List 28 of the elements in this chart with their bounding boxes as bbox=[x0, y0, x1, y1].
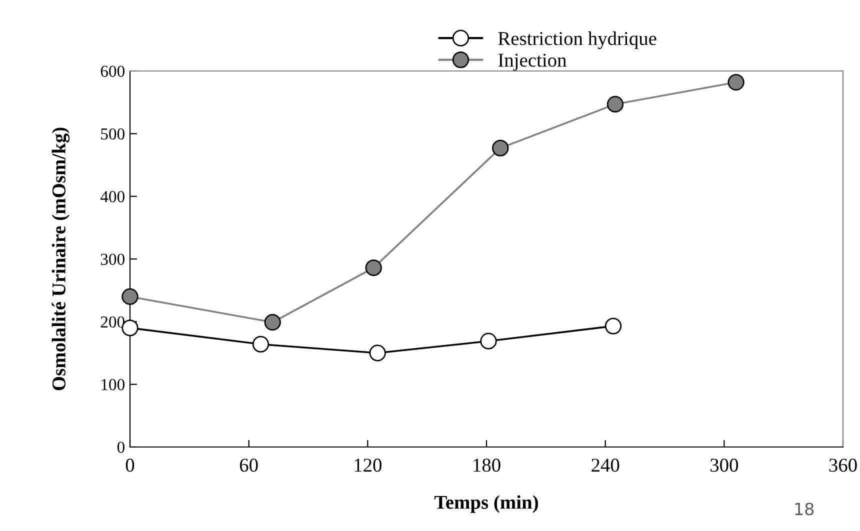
x-tick-label: 240 bbox=[592, 458, 620, 472]
x-tick-label: 300 bbox=[710, 458, 738, 472]
x-tick-label: 180 bbox=[474, 458, 500, 472]
point bbox=[604, 318, 622, 334]
point bbox=[365, 259, 382, 276]
x-tick-label: 360 bbox=[829, 458, 857, 472]
y-axis-title: Osmolalité Urinaire (mOsm/kg) bbox=[52, 128, 70, 390]
x-tick-label: 120 bbox=[354, 458, 382, 472]
legend-label: Injection bbox=[498, 54, 566, 71]
y-tick-label: 400 bbox=[100, 191, 125, 202]
y-tick-label: 300 bbox=[100, 254, 125, 265]
y-tick-label: 600 bbox=[100, 66, 125, 77]
point bbox=[480, 332, 497, 350]
point bbox=[252, 336, 270, 353]
x-tick-label: 0 bbox=[126, 458, 134, 472]
point bbox=[728, 74, 744, 91]
point bbox=[492, 140, 509, 156]
point bbox=[264, 314, 281, 331]
text: 18 bbox=[795, 502, 814, 516]
y-tick-label: 0 bbox=[117, 442, 125, 453]
x-tick-label: 60 bbox=[240, 458, 258, 472]
point bbox=[606, 96, 624, 113]
point bbox=[369, 344, 386, 362]
legend-label: Restriction hydrique bbox=[498, 31, 656, 50]
x-axis-title: Temps (min) bbox=[434, 495, 538, 513]
y-tick-label: 100 bbox=[102, 379, 125, 390]
point bbox=[122, 288, 138, 305]
y-tick-label: 500 bbox=[101, 128, 125, 140]
